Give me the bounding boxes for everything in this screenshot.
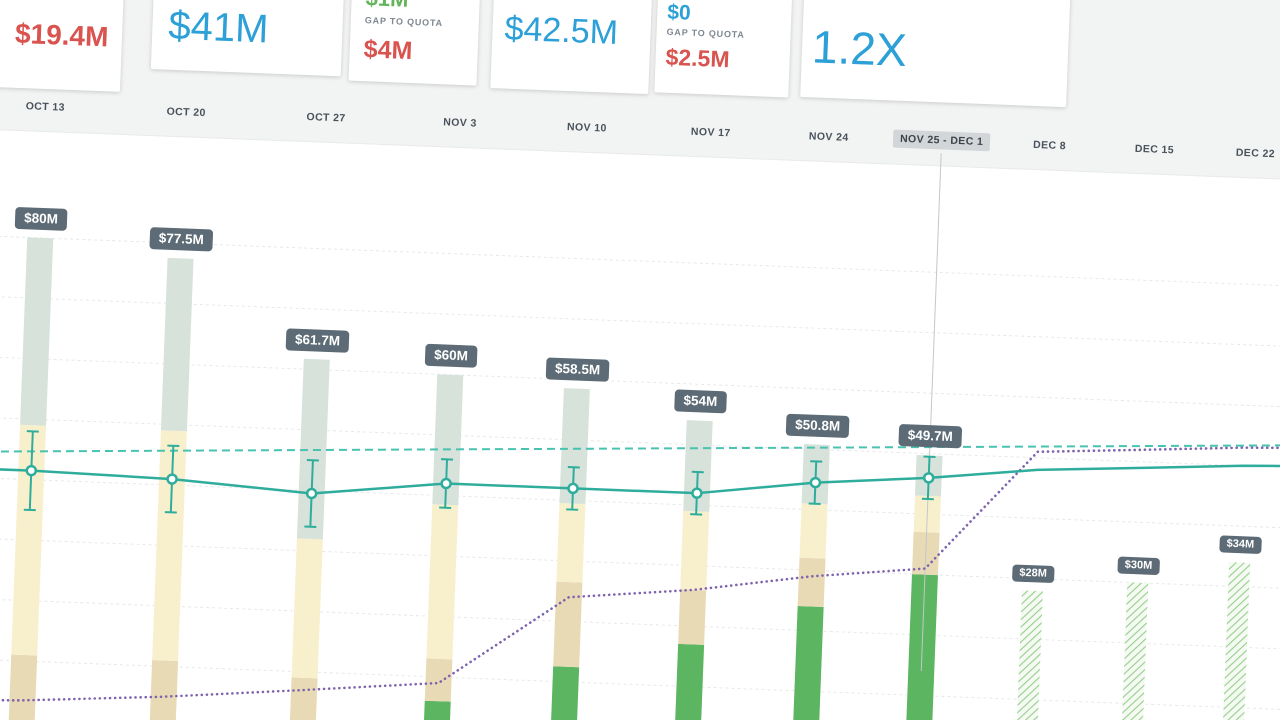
forecast-point[interactable] [922, 472, 935, 484]
bar-segment-best-case[interactable] [680, 510, 710, 591]
timeline-week[interactable]: NOV 24 [808, 130, 849, 144]
kpi-top-value: $1M [365, 0, 409, 13]
kpi-value: $42.5M [503, 9, 619, 52]
kpi-card-gap-to-quota-3[interactable]: $0 GAP TO QUOTA $2.5M [654, 0, 794, 98]
bar-segment-commit[interactable] [149, 659, 179, 720]
timeline-week[interactable]: OCT 27 [306, 111, 346, 125]
bar-segment-closed[interactable] [674, 643, 705, 720]
timeline-week[interactable]: NOV 3 [442, 116, 477, 130]
forecast-point[interactable] [305, 487, 318, 500]
bar-segment-pipeline[interactable] [432, 374, 464, 506]
forecast-point[interactable] [691, 487, 703, 499]
timeline-week[interactable]: NOV 25 - DEC 1 [892, 129, 991, 152]
gridline [0, 656, 1280, 712]
forecast-point[interactable] [809, 476, 822, 489]
bar-projected[interactable] [1221, 562, 1251, 720]
bar-segment-commit[interactable] [424, 658, 453, 702]
bar-segment-commit[interactable] [678, 589, 707, 645]
kpi-top-value: $0 [666, 0, 692, 25]
bar-segment-pipeline[interactable] [683, 420, 713, 512]
gridline [0, 535, 1280, 591]
bar-projected[interactable] [1015, 590, 1043, 720]
bar-segment-best-case[interactable] [11, 424, 47, 656]
kpi-card-gap-to-quota-1[interactable]: GAP TO QUOTA $19.4M [0, 0, 126, 92]
timeline-week[interactable]: OCT 13 [25, 100, 66, 114]
forecast-point[interactable] [166, 473, 178, 485]
gridline [0, 596, 1280, 652]
timeline-week[interactable]: DEC 22 [1235, 146, 1276, 161]
timeline-week[interactable]: NOV 17 [690, 125, 731, 140]
forecast-point[interactable] [440, 477, 452, 490]
timeline-week[interactable]: NOV 10 [566, 121, 607, 135]
bar-segment-pipeline[interactable] [160, 257, 194, 432]
kpi-card-total[interactable]: $41M [150, 0, 346, 77]
gridline [0, 354, 1280, 410]
forecast-point[interactable] [25, 464, 38, 477]
gridline [0, 294, 1280, 349]
gridline [0, 475, 1280, 531]
kpi-label: GAP TO QUOTA [364, 15, 444, 29]
gridline [0, 415, 1280, 470]
kpi-card-forecast[interactable]: $42.5M [490, 0, 654, 95]
gridline [0, 233, 1280, 289]
bar-segment-best-case[interactable] [426, 504, 459, 660]
bar-segment-commit[interactable] [8, 654, 38, 720]
bar-projected[interactable] [1120, 582, 1149, 720]
selected-week-line [920, 153, 942, 672]
bar-segment-pipeline[interactable] [20, 237, 54, 426]
kpi-card-coverage-ratio[interactable]: 1.2X [800, 0, 1072, 108]
bar-segment-pipeline[interactable] [559, 388, 590, 505]
bar-segment-best-case[interactable] [152, 430, 187, 661]
kpi-value: $19.4M [14, 17, 110, 53]
kpi-value: 1.2X [811, 20, 908, 76]
kpi-label: GAP TO QUOTA [666, 26, 745, 40]
bar-segment-best-case[interactable] [291, 538, 323, 679]
bar-segment-closed[interactable] [550, 666, 580, 720]
bar-segment-closed[interactable] [423, 700, 451, 720]
timeline-week[interactable]: OCT 20 [166, 105, 206, 120]
kpi-card-gap-to-quota-2[interactable]: $1M GAP TO QUOTA $4M [348, 0, 482, 86]
kpi-label: GAP TO QUOTA [18, 0, 96, 1]
bar-segment-commit[interactable] [797, 557, 826, 608]
bar-segment-best-case[interactable] [799, 503, 828, 559]
kpi-value: $4M [363, 35, 413, 66]
timeline-week[interactable]: DEC 15 [1134, 142, 1175, 157]
bar-segment-best-case[interactable] [556, 503, 586, 583]
timeline-week[interactable]: DEC 8 [1032, 138, 1067, 153]
bar-segment-closed[interactable] [792, 606, 824, 720]
kpi-value: $2.5M [665, 43, 731, 73]
kpi-value: $41M [167, 3, 270, 52]
forecast-point[interactable] [567, 482, 579, 495]
bar-segment-commit[interactable] [289, 677, 318, 720]
